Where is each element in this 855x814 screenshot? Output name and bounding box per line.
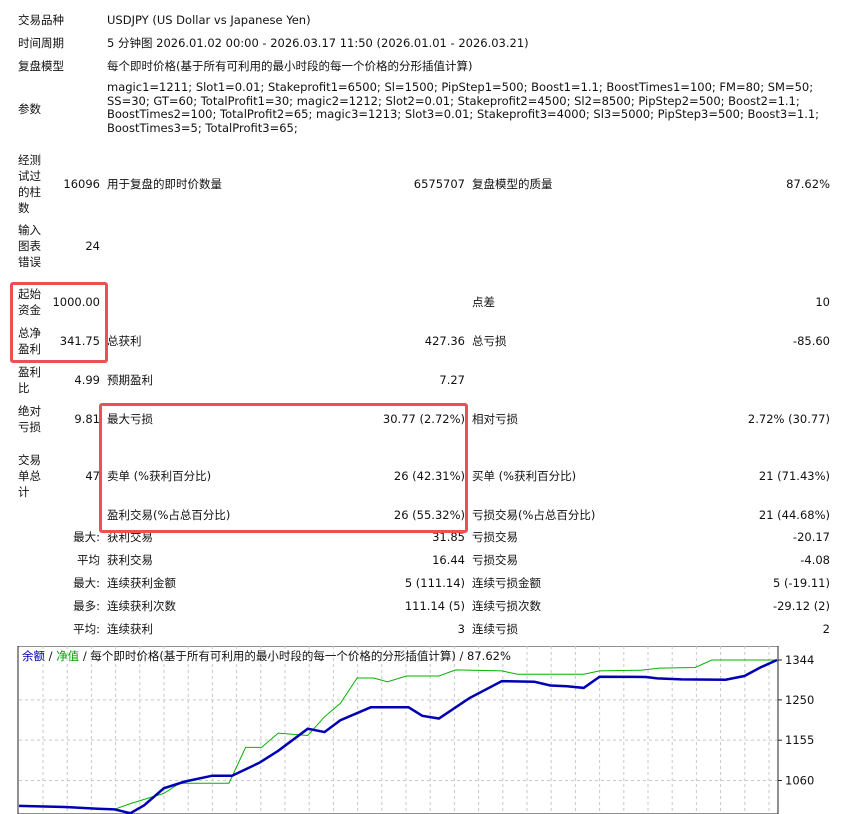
value: 3 (457, 622, 465, 636)
period-label: 时间周期 (18, 36, 64, 50)
value: 1000.00 (52, 295, 100, 309)
symbol-value: USDJPY (US Dollar vs Japanese Yen) (107, 13, 311, 27)
params-label: 参数 (18, 102, 41, 116)
label: 总亏损 (472, 334, 507, 348)
label: 买单 (%获利百分比) (472, 469, 577, 483)
equity-line (18, 659, 777, 810)
chart-legend: 余额 / 净值 / 每个即时价格(基于所有可利用的最小时段的每一个价格的分形插值… (22, 649, 511, 663)
label: 绝对亏损 (18, 404, 41, 434)
value: -85.60 (792, 334, 830, 348)
value: 10 (815, 295, 830, 309)
legend-balance: 余额 (22, 649, 45, 663)
label: 亏损交易 (472, 553, 518, 567)
legend-equity: 净值 (56, 649, 79, 663)
label: 复盘模型的质量 (472, 177, 553, 191)
label: 起始资金 (18, 287, 41, 317)
label: 盈利交易(%占总百分比) (107, 508, 231, 522)
value: 9.81 (74, 412, 100, 426)
y-tick-label: 1344 (785, 653, 814, 667)
value: 21 (71.43%) (758, 469, 830, 483)
value: 5 (-19.11) (772, 576, 830, 590)
y-tick-label: 1155 (785, 733, 814, 747)
label: 亏损交易 (472, 530, 518, 544)
value: 16096 (63, 177, 100, 191)
value: 2.72% (30.77) (747, 412, 830, 426)
model-value: 每个即时价格(基于所有可利用的最小时段的每一个价格的分形插值计算) (107, 59, 473, 73)
label: 最大亏损 (107, 412, 153, 426)
balance-line (18, 658, 778, 814)
value: 341.75 (59, 334, 100, 348)
y-tick-label: 1060 (785, 773, 814, 787)
highlight-box (10, 282, 108, 363)
value: 16.44 (432, 553, 465, 567)
label: 获利交易 (107, 553, 153, 567)
value: 111.14 (5) (404, 599, 465, 613)
label: 盈利比 (18, 365, 41, 395)
label: 卖单 (%获利百分比) (107, 469, 212, 483)
label: 平均 (77, 553, 100, 567)
value: 7.27 (439, 373, 465, 387)
label: 相对亏损 (472, 412, 518, 426)
value: 427.36 (424, 334, 465, 348)
value: 24 (85, 239, 100, 253)
label: 亏损交易(%占总百分比) (472, 508, 596, 522)
value: 26 (42.31%) (393, 469, 465, 483)
highlight-box (99, 403, 468, 533)
label: 连续亏损 (472, 622, 518, 636)
params-value: magic1=1211; Slot1=0.01; Stakeprofit1=65… (107, 80, 820, 135)
value: -20.17 (792, 530, 830, 544)
label: 总获利 (107, 334, 142, 348)
value: 21 (44.68%) (758, 508, 830, 522)
value: 2 (822, 622, 830, 636)
label: 连续获利金额 (107, 576, 176, 590)
value: -4.08 (800, 553, 830, 567)
balance-equity-chart: 1344 1250 1155 1060 余额 / 净值 / 每个即时价格(基于所有可利… (17, 646, 814, 814)
label: 经测试过的柱数 (18, 153, 41, 215)
plot-area (17, 646, 779, 814)
label: 用于复盘的即时价数量 (107, 177, 222, 191)
label: 连续获利 (107, 622, 153, 636)
value: 30.77 (2.72%) (382, 412, 465, 426)
symbol-label: 交易品种 (18, 13, 64, 27)
label: 获利交易 (107, 530, 153, 544)
label: 最多: (73, 599, 100, 613)
label: 总净盈利 (18, 326, 41, 356)
value: 4.99 (74, 373, 100, 387)
value: 47 (85, 469, 100, 483)
value: 6575707 (413, 177, 465, 191)
label: 最大: (73, 576, 100, 590)
label: 输入图表错误 (18, 223, 41, 269)
label: 平均: (73, 622, 100, 636)
label: 连续亏损次数 (472, 599, 541, 613)
label: 连续亏损金额 (472, 576, 541, 590)
value: 26 (55.32%) (393, 508, 465, 522)
label: 连续获利次数 (107, 599, 176, 613)
label: 点差 (472, 295, 495, 309)
label: 交易单总计 (18, 453, 41, 499)
value: -29.12 (2) (772, 599, 830, 613)
value: 5 (111.14) (404, 576, 465, 590)
label: 最大: (73, 530, 100, 544)
y-tick-label: 1250 (785, 693, 814, 707)
legend-text: / 每个即时价格(基于所有可利用的最小时段的每一个价格的分形插值计算) / 87… (79, 649, 511, 663)
legend-sep: / (45, 649, 56, 663)
value: 31.85 (432, 530, 465, 544)
model-label: 复盘模型 (18, 59, 64, 73)
period-value: 5 分钟图 2026.01.02 00:00 - 2026.03.17 11:5… (107, 36, 529, 50)
value: 87.62% (786, 177, 830, 191)
label: 预期盈利 (107, 373, 153, 387)
